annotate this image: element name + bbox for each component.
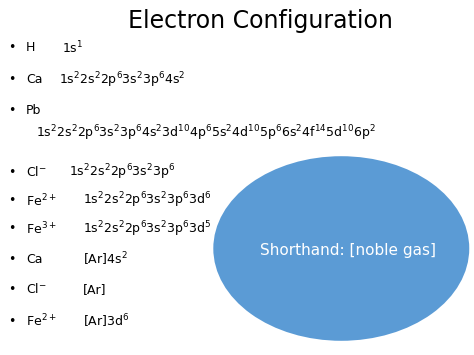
Text: •: • bbox=[9, 42, 16, 54]
Text: 1s$^{2}$2s$^{2}$2p$^{6}$3s$^{2}$3p$^{6}$3d$^{6}$: 1s$^{2}$2s$^{2}$2p$^{6}$3s$^{2}$3p$^{6}$… bbox=[83, 191, 211, 211]
Text: 1s$^{2}$2s$^{2}$2p$^{6}$3s$^{2}$3p$^{6}$4s$^{2}$3d$^{10}$4p$^{6}$5s$^{2}$4d$^{10: 1s$^{2}$2s$^{2}$2p$^{6}$3s$^{2}$3p$^{6}$… bbox=[36, 123, 375, 143]
Text: [Ar]3d$^{6}$: [Ar]3d$^{6}$ bbox=[83, 312, 129, 330]
Text: •: • bbox=[9, 166, 16, 179]
Text: •: • bbox=[9, 315, 16, 328]
Text: Shorthand: [noble gas]: Shorthand: [noble gas] bbox=[260, 243, 437, 258]
Ellipse shape bbox=[213, 156, 469, 341]
Text: [Ar]4s$^{2}$: [Ar]4s$^{2}$ bbox=[83, 250, 128, 268]
Text: •: • bbox=[9, 253, 16, 266]
Text: •: • bbox=[9, 73, 16, 86]
Text: •: • bbox=[9, 194, 16, 207]
Text: [Ar]: [Ar] bbox=[83, 283, 107, 296]
Text: •: • bbox=[9, 283, 16, 296]
Text: •: • bbox=[9, 104, 16, 116]
Text: Fe$^{2+}$: Fe$^{2+}$ bbox=[26, 313, 57, 329]
Text: Fe$^{3+}$: Fe$^{3+}$ bbox=[26, 221, 57, 237]
Text: H: H bbox=[26, 42, 36, 54]
Text: 1s$^{2}$2s$^{2}$2p$^{6}$3s$^{2}$3p$^{6}$: 1s$^{2}$2s$^{2}$2p$^{6}$3s$^{2}$3p$^{6}$ bbox=[69, 162, 175, 182]
Text: Ca: Ca bbox=[26, 73, 43, 86]
Text: Ca: Ca bbox=[26, 253, 43, 266]
Text: 1s$^{2}$2s$^{2}$2p$^{6}$3s$^{2}$3p$^{6}$4s$^{2}$: 1s$^{2}$2s$^{2}$2p$^{6}$3s$^{2}$3p$^{6}$… bbox=[59, 70, 186, 90]
Text: Fe$^{2+}$: Fe$^{2+}$ bbox=[26, 192, 57, 209]
Text: Cl$^{-}$: Cl$^{-}$ bbox=[26, 165, 47, 179]
Text: Cl$^{-}$: Cl$^{-}$ bbox=[26, 282, 47, 296]
Text: 1s$^{2}$2s$^{2}$2p$^{6}$3s$^{2}$3p$^{6}$3d$^{5}$: 1s$^{2}$2s$^{2}$2p$^{6}$3s$^{2}$3p$^{6}$… bbox=[83, 219, 211, 239]
Text: Pb: Pb bbox=[26, 104, 41, 116]
Text: Electron Configuration: Electron Configuration bbox=[128, 9, 393, 33]
Text: •: • bbox=[9, 223, 16, 235]
Text: 1s$^{1}$: 1s$^{1}$ bbox=[62, 40, 83, 56]
